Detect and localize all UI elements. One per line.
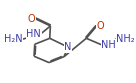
Text: NH: NH bbox=[101, 40, 116, 50]
Text: O: O bbox=[28, 14, 35, 24]
Text: NH₂: NH₂ bbox=[116, 34, 135, 44]
Text: H₂N: H₂N bbox=[4, 34, 23, 44]
Text: O: O bbox=[97, 21, 104, 31]
Text: N: N bbox=[64, 42, 72, 52]
Text: HN: HN bbox=[27, 29, 41, 39]
